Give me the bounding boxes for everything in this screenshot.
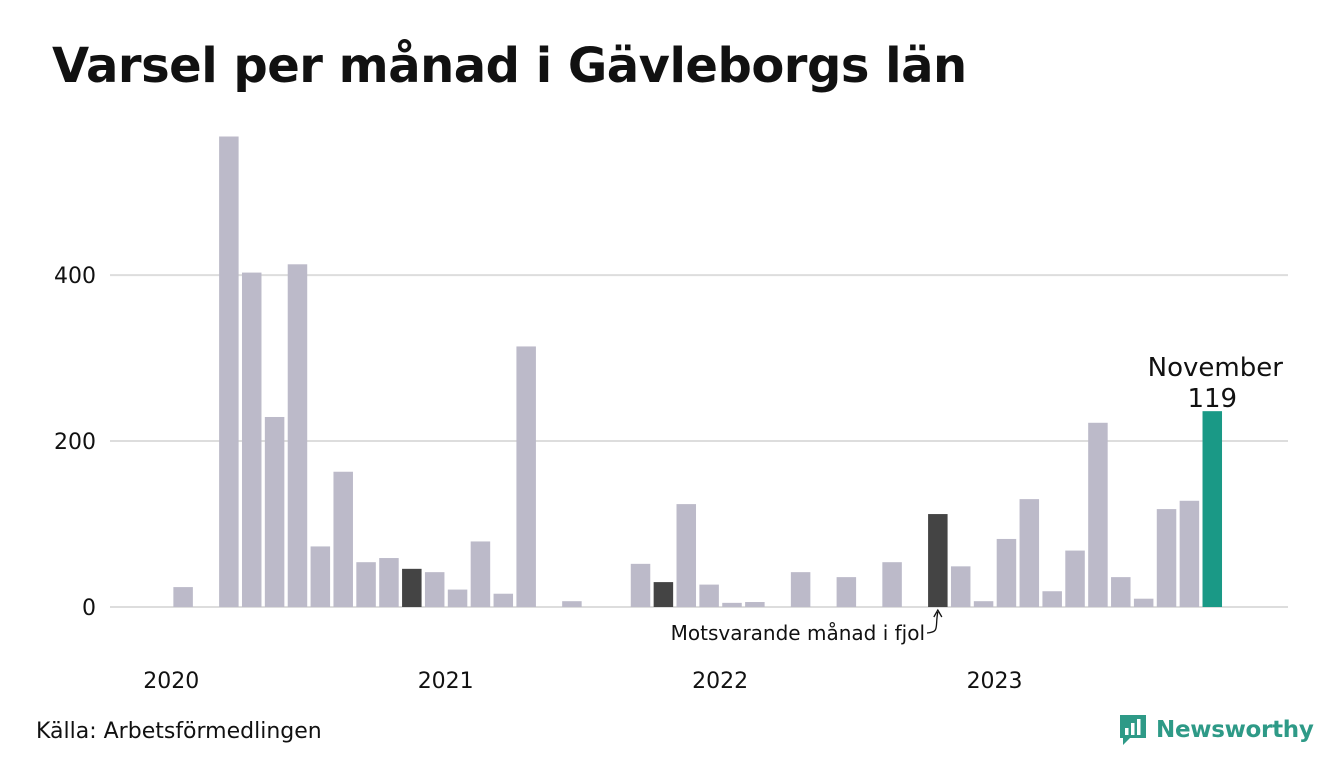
bar: [973, 601, 994, 607]
chart-title: Varsel per månad i Gävleborgs län: [52, 38, 967, 94]
brand-logo[interactable]: Newsworthy: [1118, 713, 1314, 747]
bar: [356, 562, 376, 607]
x-tick-label: 2022: [692, 669, 748, 694]
y-axis-ticks: 0 200 400: [54, 264, 96, 621]
bar: [950, 566, 971, 607]
bar: [241, 272, 262, 607]
bar: [1179, 500, 1200, 607]
bar: [287, 264, 308, 607]
bar: [1088, 422, 1108, 607]
bar: [1156, 509, 1177, 607]
bar: [310, 546, 331, 607]
bar-previous-year: [653, 582, 674, 607]
annotation-arrowhead: [933, 608, 943, 618]
x-axis-ticks: 2020 2021 2022 2023: [143, 669, 1022, 694]
bar: [516, 346, 536, 607]
newsworthy-logo-icon: [1120, 715, 1146, 745]
bar: [836, 577, 857, 607]
bar: [219, 136, 239, 607]
bar-previous-year: [928, 514, 948, 607]
current-month-label: November: [1148, 353, 1284, 383]
y-tick-label: 0: [82, 596, 96, 621]
bar: [379, 558, 399, 607]
bar-previous-year: [402, 568, 422, 607]
bar: [722, 602, 742, 607]
y-tick-label: 400: [54, 264, 96, 289]
bar: [1133, 598, 1154, 607]
bar: [264, 416, 285, 607]
current-month-value: 119: [1187, 384, 1237, 414]
bar: [173, 587, 193, 607]
bar: [630, 563, 651, 607]
bar: [882, 562, 902, 607]
brand-name: Newsworthy: [1156, 717, 1314, 743]
bar: [562, 601, 582, 607]
bar: [676, 504, 697, 607]
bar: [447, 589, 468, 607]
x-tick-label: 2023: [967, 669, 1023, 694]
annotation-arrow: [926, 611, 939, 634]
grid-lines: [110, 274, 1288, 608]
x-tick-label: 2021: [418, 669, 474, 694]
bar: [333, 471, 353, 607]
bar: [1019, 499, 1040, 607]
bar: [1111, 577, 1131, 607]
bar: [996, 538, 1017, 607]
annotation-text: Motsvarande månad i fjol: [671, 621, 925, 645]
bar: [493, 593, 514, 607]
bar: [1065, 550, 1085, 607]
bar-current-month: [1202, 411, 1223, 607]
bar: [470, 541, 491, 607]
x-tick-label: 2020: [143, 669, 199, 694]
bar: [745, 602, 765, 607]
bar: [790, 572, 811, 607]
bar: [699, 584, 719, 607]
bars: [173, 136, 1223, 607]
y-tick-label: 200: [54, 430, 96, 455]
bar: [1042, 591, 1062, 607]
source-note: Källa: Arbetsförmedlingen: [36, 719, 322, 744]
bar: [424, 572, 445, 607]
